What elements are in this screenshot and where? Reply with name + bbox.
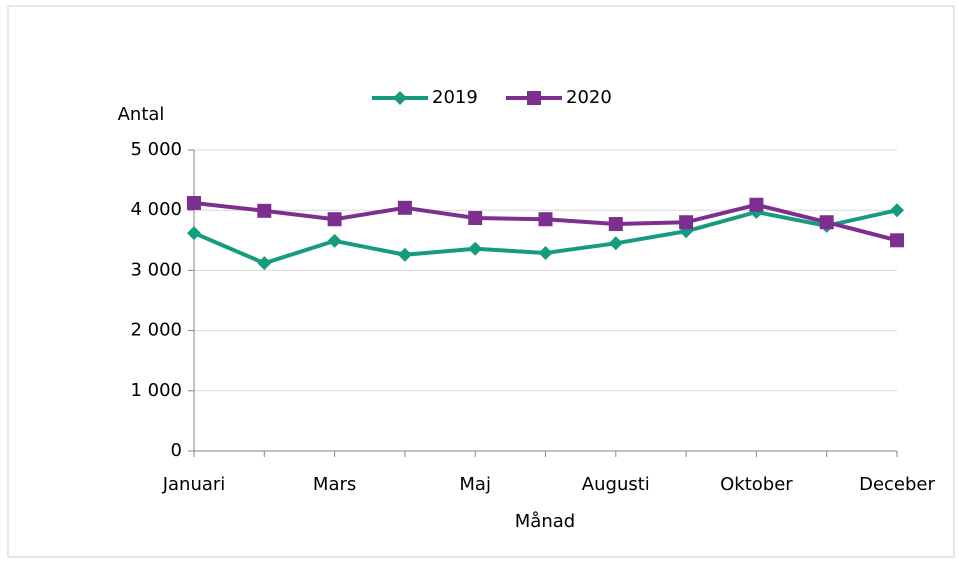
- data-point: [327, 212, 342, 227]
- x-tick-label: Deceber: [859, 474, 935, 495]
- data-point: [890, 233, 904, 248]
- legend-label: 2020: [566, 87, 612, 108]
- y-tick-label: 1 000: [130, 380, 182, 401]
- data-point: [187, 226, 201, 241]
- data-point: [608, 217, 623, 232]
- y-tick-label: 5 000: [130, 139, 182, 160]
- frame: [7, 5, 955, 558]
- data-point: [327, 233, 342, 248]
- data-point: [749, 197, 764, 212]
- data-point: [257, 256, 272, 271]
- legend-label: 2019: [432, 87, 478, 108]
- data-point: [468, 211, 483, 226]
- legend-marker: [393, 91, 407, 105]
- y-tick-label: 4 000: [130, 199, 182, 220]
- x-axis-label: Månad: [515, 511, 575, 532]
- data-point: [819, 215, 834, 230]
- legend-marker: [527, 91, 541, 105]
- data-point: [608, 236, 623, 251]
- data-point: [468, 241, 483, 256]
- data-point: [538, 212, 553, 227]
- y-tick-label: 2 000: [130, 320, 182, 341]
- x-tick-label: Maj: [459, 474, 491, 495]
- data-point: [187, 195, 201, 210]
- x-tick-label: Mars: [313, 474, 356, 495]
- x-tick-label: Oktober: [720, 474, 793, 495]
- x-tick-label: Augusti: [582, 474, 650, 495]
- y-tick-label: 0: [171, 440, 182, 461]
- data-point: [257, 203, 272, 218]
- data-point: [538, 245, 553, 260]
- data-point: [397, 200, 412, 215]
- data-point: [679, 215, 694, 230]
- data-point: [397, 247, 412, 262]
- data-point: [890, 203, 904, 218]
- y-tick-label: 3 000: [130, 259, 182, 280]
- x-tick-label: Januari: [162, 474, 226, 495]
- y-axis-label: Antal: [118, 104, 165, 125]
